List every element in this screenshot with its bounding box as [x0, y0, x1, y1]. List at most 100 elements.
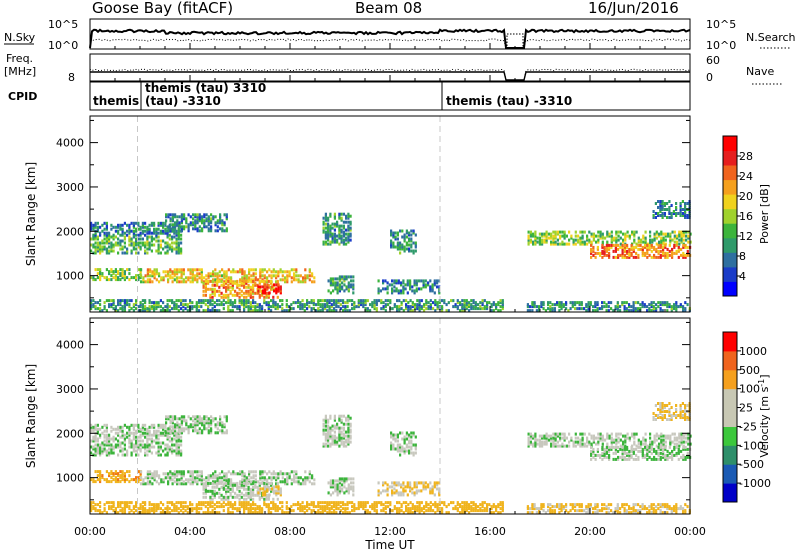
velocity-echo-cell: [391, 493, 394, 497]
power-echo-cell: [216, 225, 219, 229]
power-echo-cell: [541, 232, 544, 236]
velocity-echo-cell: [135, 480, 138, 484]
power-echo-cell: [297, 280, 300, 284]
velocity-echo-cell: [396, 507, 399, 511]
power-echo-cell: [545, 232, 548, 236]
velocity-echo-cell: [121, 447, 124, 451]
power-echo-cell: [330, 305, 333, 309]
power-echo-cell: [218, 274, 221, 278]
velocity-echo-cell: [201, 431, 204, 435]
velocity-echo-cell: [281, 511, 284, 515]
power-echo-cell: [468, 305, 471, 309]
velocity-echo-cell: [275, 493, 278, 497]
power-echo-cell: [501, 307, 504, 311]
velocity-echo-cell: [344, 503, 347, 507]
velocity-echo-cell: [225, 481, 228, 485]
velocity-echo-cell: [406, 483, 409, 487]
power-echo-cell: [96, 247, 99, 251]
power-echo-cell: [405, 231, 408, 235]
velocity-echo-cell: [164, 476, 167, 480]
power-echo-cell: [264, 283, 267, 287]
power-echo-cell: [284, 278, 287, 282]
velocity-echo-cell: [169, 415, 172, 419]
power-echo-cell: [497, 309, 500, 313]
velocity-echo-cell: [146, 449, 149, 453]
velocity-echo-cell: [499, 501, 502, 505]
power-echo-cell: [333, 224, 336, 228]
nsky-left-tick-top: 10^5: [48, 18, 78, 31]
power-echo-cell: [105, 276, 108, 280]
velocity-echo-cell: [391, 489, 394, 493]
velocity-echo-cell: [165, 415, 168, 419]
power-echo-cell: [492, 303, 495, 307]
power-echo-cell: [94, 241, 97, 245]
velocity-echo-cell: [177, 451, 180, 455]
velocity-echo-cell: [445, 511, 448, 515]
velocity-echo-cell: [329, 442, 332, 446]
velocity-echo-cell: [542, 503, 545, 507]
power-echo-cell: [132, 245, 135, 249]
power-echo-cell: [216, 219, 219, 223]
velocity-echo-cell: [272, 476, 275, 480]
velocity-echo-cell: [483, 509, 486, 513]
power-echo-cell: [99, 299, 102, 303]
velocity-echo-cell: [472, 507, 475, 511]
power-echo-cell: [632, 309, 635, 313]
velocity-echo-cell: [210, 427, 213, 431]
power-echo-cell: [173, 274, 176, 278]
power-echo-cell: [432, 301, 435, 305]
velocity-echo-cell: [243, 503, 246, 507]
power-echo-cell: [209, 293, 212, 297]
velocity-echo-cell: [103, 447, 106, 451]
velocity-echo-cell: [259, 470, 262, 474]
power-echo-cell: [599, 234, 602, 238]
power-echo-cell: [189, 223, 192, 227]
power-echo-cell: [137, 243, 140, 247]
power-echo-cell: [532, 240, 535, 244]
power-echo-cell: [675, 305, 678, 309]
power-echo-cell: [641, 303, 644, 307]
power-echo-cell: [261, 289, 264, 293]
power-echo-cell: [275, 287, 278, 291]
power-echo-cell: [630, 305, 633, 309]
power-echo-cell: [641, 301, 644, 305]
power-echo-cell: [168, 243, 171, 247]
power-echo-cell: [250, 274, 253, 278]
velocity-echo-cell: [177, 447, 180, 451]
power-echo-cell: [587, 307, 590, 311]
power-echo-cell: [402, 289, 405, 293]
power-echo-cell: [114, 274, 117, 278]
power-echo-cell: [329, 224, 332, 228]
velocity-echo-cell: [155, 470, 158, 474]
velocity-echo-cell: [119, 435, 122, 439]
velocity-echo-cell: [212, 419, 215, 423]
velocity-echo-cell: [180, 501, 183, 505]
power-echo-cell: [632, 305, 635, 309]
power-echo-cell: [481, 303, 484, 307]
velocity-echo-cell: [132, 445, 135, 449]
power-echo-cell: [96, 237, 99, 241]
velocity-echo-cell: [191, 507, 194, 511]
power-echo-cell: [166, 231, 169, 235]
power-echo-cell: [605, 305, 608, 309]
power-echo-cell: [193, 305, 196, 309]
velocity-echo-cell: [396, 501, 399, 505]
velocity-echo-cell: [101, 476, 104, 480]
power-echo-cell: [679, 214, 682, 217]
velocity-echo-cell: [180, 431, 183, 435]
power-echo-cell: [687, 234, 690, 238]
velocity-echo-cell: [315, 505, 318, 509]
power-echo-cell: [214, 229, 217, 233]
velocity-echo-cell: [332, 483, 335, 487]
velocity-echo-cell: [337, 507, 340, 511]
velocity-echo-cell: [214, 480, 217, 484]
power-echo-cell: [646, 243, 649, 247]
velocity-echo-cell: [103, 443, 106, 447]
power-echo-cell: [347, 224, 350, 228]
power-echo-cell: [214, 272, 217, 276]
power-echo-cell: [436, 301, 439, 305]
velocity-echo-cell: [110, 470, 113, 474]
velocity-echo-cell: [189, 478, 192, 482]
power-echo-cell: [153, 272, 156, 276]
power-echo-cell: [146, 268, 149, 272]
